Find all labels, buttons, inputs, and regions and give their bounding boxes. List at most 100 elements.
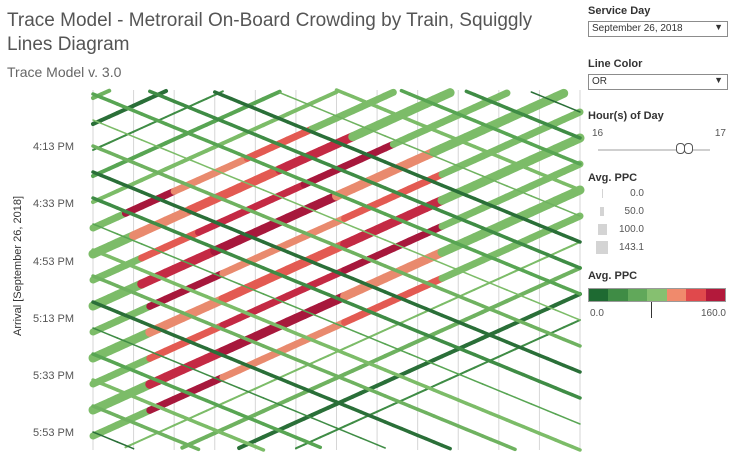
- train-trace-segment[interactable]: [497, 352, 508, 358]
- train-trace-segment[interactable]: [319, 108, 330, 114]
- train-trace-segment[interactable]: [124, 130, 135, 137]
- train-trace-segment[interactable]: [473, 379, 484, 385]
- line-color-dropdown[interactable]: OR ▼: [588, 74, 728, 90]
- train-trace-segment[interactable]: [303, 205, 313, 211]
- train-trace-segment[interactable]: [432, 381, 444, 387]
- train-trace-segment[interactable]: [327, 319, 338, 325]
- train-trace-segment[interactable]: [327, 351, 338, 357]
- train-trace-segment[interactable]: [416, 388, 427, 395]
- train-trace-segment[interactable]: [497, 274, 508, 280]
- train-trace-segment[interactable]: [489, 282, 500, 288]
- train-trace-segment[interactable]: [140, 139, 151, 145]
- train-trace-segment[interactable]: [222, 276, 232, 282]
- train-trace-segment[interactable]: [254, 185, 265, 191]
- train-trace-segment[interactable]: [165, 253, 175, 259]
- train-trace-segment[interactable]: [570, 392, 582, 400]
- train-trace-segment[interactable]: [335, 323, 346, 329]
- train-trace-segment[interactable]: [132, 439, 143, 445]
- train-trace-segment[interactable]: [554, 309, 565, 315]
- train-trace-segment[interactable]: [538, 333, 549, 340]
- train-trace-segment[interactable]: [489, 355, 500, 362]
- train-trace-segment[interactable]: [287, 95, 297, 101]
- train-trace-segment[interactable]: [384, 403, 395, 409]
- train-trace-segment[interactable]: [408, 249, 419, 255]
- train-trace-segment[interactable]: [530, 259, 541, 265]
- train-trace-segment[interactable]: [433, 155, 443, 161]
- train-trace-segment[interactable]: [570, 132, 582, 140]
- train-trace-segment[interactable]: [441, 158, 451, 164]
- train-trace-segment[interactable]: [425, 255, 435, 261]
- train-trace-segment[interactable]: [149, 350, 159, 356]
- train-trace-segment[interactable]: [230, 383, 240, 389]
- slider-handle-end[interactable]: [684, 143, 693, 154]
- train-trace-segment[interactable]: [408, 145, 419, 151]
- train-trace-segment[interactable]: [205, 165, 216, 171]
- train-trace-segment[interactable]: [514, 396, 524, 402]
- train-trace-segment[interactable]: [498, 285, 508, 291]
- train-trace-segment[interactable]: [384, 325, 395, 331]
- train-trace-segment[interactable]: [571, 419, 581, 425]
- train-trace-segment[interactable]: [343, 118, 354, 124]
- train-trace-segment[interactable]: [124, 132, 135, 138]
- train-trace-segment[interactable]: [570, 288, 582, 296]
- train-trace-segment[interactable]: [381, 88, 397, 100]
- train-trace-segment[interactable]: [546, 305, 557, 311]
- train-trace-segment[interactable]: [335, 425, 346, 431]
- train-trace-segment[interactable]: [465, 168, 476, 174]
- train-trace-segment[interactable]: [335, 115, 346, 121]
- train-trace-segment[interactable]: [571, 107, 581, 113]
- train-trace-segment[interactable]: [351, 121, 362, 127]
- train-trace-segment[interactable]: [481, 383, 492, 389]
- train-trace-segment[interactable]: [368, 128, 378, 134]
- train-trace-segment[interactable]: [368, 232, 378, 238]
- train-trace-segment[interactable]: [408, 314, 419, 320]
- train-trace-segment[interactable]: [554, 101, 565, 107]
- train-trace-segment[interactable]: [108, 125, 119, 131]
- train-trace-segment[interactable]: [319, 432, 330, 439]
- train-trace-segment[interactable]: [222, 172, 232, 178]
- train-trace-segment[interactable]: [254, 289, 265, 295]
- train-trace-segment[interactable]: [294, 365, 306, 372]
- train-trace-segment[interactable]: [124, 444, 135, 450]
- train-trace-segment[interactable]: [408, 353, 419, 359]
- train-trace-segment[interactable]: [319, 212, 330, 218]
- train-trace-segment[interactable]: [530, 91, 541, 97]
- train-trace-segment[interactable]: [124, 236, 135, 242]
- train-trace-segment[interactable]: [400, 396, 411, 402]
- train-trace-segment[interactable]: [214, 169, 224, 175]
- train-trace-segment[interactable]: [189, 263, 200, 269]
- train-trace-segment[interactable]: [132, 239, 143, 245]
- train-trace-segment[interactable]: [262, 189, 273, 195]
- train-trace-segment[interactable]: [319, 316, 330, 322]
- train-trace-segment[interactable]: [530, 337, 541, 343]
- train-trace-segment[interactable]: [571, 315, 581, 321]
- train-trace-segment[interactable]: [570, 236, 582, 244]
- train-trace-segment[interactable]: [449, 296, 460, 302]
- train-trace-segment[interactable]: [181, 363, 192, 369]
- train-trace-segment[interactable]: [343, 222, 354, 228]
- train-trace-segment[interactable]: [522, 341, 533, 347]
- train-trace-segment[interactable]: [400, 141, 411, 147]
- train-trace-segment[interactable]: [116, 134, 127, 140]
- train-trace-segment[interactable]: [568, 108, 584, 120]
- train-trace-segment[interactable]: [457, 269, 468, 275]
- train-trace-segment[interactable]: [473, 363, 484, 369]
- train-trace-segment[interactable]: [303, 413, 313, 419]
- squiggly-lines-plot[interactable]: [0, 0, 590, 454]
- train-trace-segment[interactable]: [449, 161, 459, 167]
- train-trace-segment[interactable]: [278, 299, 289, 305]
- train-trace-segment[interactable]: [538, 302, 549, 308]
- train-trace-segment[interactable]: [294, 443, 306, 450]
- train-trace-segment[interactable]: [360, 125, 370, 131]
- train-trace-segment[interactable]: [287, 199, 297, 205]
- train-trace-segment[interactable]: [197, 162, 208, 168]
- train-trace-segment[interactable]: [495, 89, 511, 101]
- train-trace-segment[interactable]: [270, 400, 281, 406]
- train-trace-segment[interactable]: [108, 333, 119, 339]
- train-trace-segment[interactable]: [457, 165, 468, 171]
- train-trace-segment[interactable]: [124, 442, 135, 449]
- train-trace-segment[interactable]: [327, 215, 338, 221]
- train-trace-segment[interactable]: [416, 252, 427, 258]
- train-trace-segment[interactable]: [351, 329, 362, 335]
- train-trace-segment[interactable]: [149, 246, 159, 252]
